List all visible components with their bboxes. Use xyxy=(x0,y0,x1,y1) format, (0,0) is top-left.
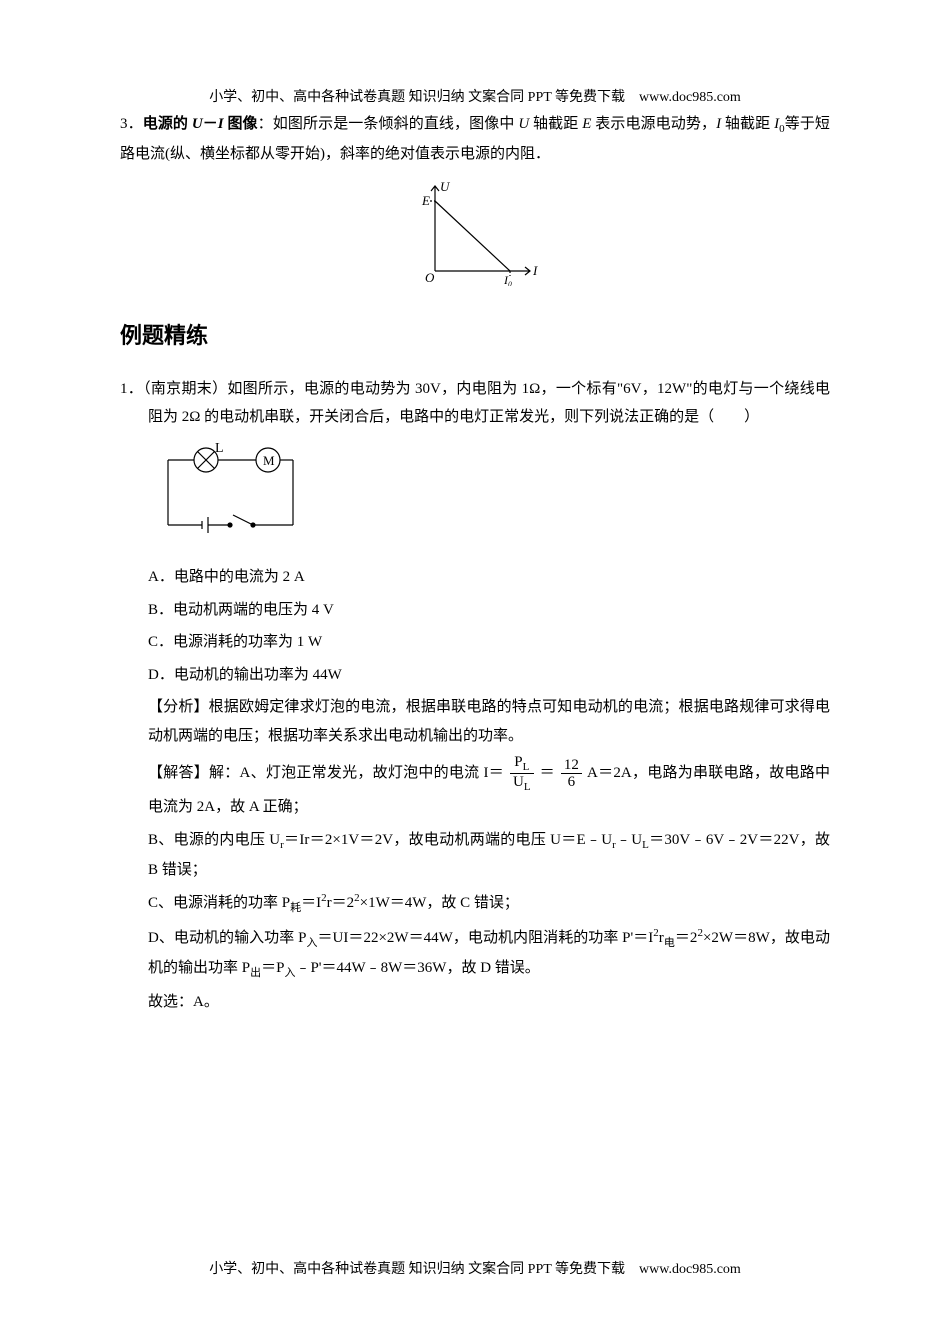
label-o: O xyxy=(425,270,435,285)
fraction-1: PL UL xyxy=(510,754,534,793)
answer-d: D、电动机的输入功率 P入＝UI＝22×2W＝44W，电动机内阻消耗的功率 P'… xyxy=(120,923,830,984)
label-m: M xyxy=(263,453,275,468)
option-a: A．电路中的电流为 2 A xyxy=(120,563,830,592)
analysis: 【分析】根据欧姆定律求灯泡的电流，根据串联电路的特点可知电动机的电流；根据电路规… xyxy=(120,693,830,750)
section-title: 例题精练 xyxy=(120,315,830,357)
option-c: C．电源消耗的功率为 1 W xyxy=(120,628,830,657)
para-3: 3．电源的 U－I 图像：如图所示是一条倾斜的直线，图像中 U 轴截距 E 表示… xyxy=(120,110,830,168)
final-answer: 故选：A。 xyxy=(120,988,830,1017)
axis-i-label: I xyxy=(532,263,538,278)
question-1: 1．（南京期末）如图所示，电源的电动势为 30V，内电阻为 1Ω，一个标有"6V… xyxy=(120,375,830,432)
p3-bold: 电源的 U－I 图像 xyxy=(143,116,258,132)
option-d: D．电动机的输出功率为 44W xyxy=(120,661,830,690)
p3-label: 3． xyxy=(120,116,143,132)
label-i0: I₀ xyxy=(503,273,512,286)
page-header: 小学、初中、高中各种试卷真题 知识归纳 文案合同 PPT 等免费下载 www.d… xyxy=(0,85,950,112)
label-e: E xyxy=(421,193,430,208)
answer-a: 【解答】解：A、灯泡正常发光，故灯泡中的电流 I＝ PL UL ＝ 12 6 A… xyxy=(120,754,830,822)
fraction-2: 12 6 xyxy=(561,757,582,791)
circuit-figure: L M xyxy=(148,440,830,556)
page-footer: 小学、初中、高中各种试卷真题 知识归纳 文案合同 PPT 等免费下载 www.d… xyxy=(0,1257,950,1284)
axis-u-label: U xyxy=(440,179,451,194)
answer-b: B、电源的内电压 Ur＝Ir＝2×1V＝2V，故电动机两端的电压 U＝E﹣Ur﹣… xyxy=(120,826,830,884)
ui-graph-figure: U I E I₀ O xyxy=(120,176,830,297)
ui-graph-svg: U I E I₀ O xyxy=(400,176,550,286)
label-l: L xyxy=(215,441,224,456)
answer-c: C、电源消耗的功率 P耗＝I2r＝22×1W＝4W，故 C 错误； xyxy=(120,888,830,919)
option-b: B．电动机两端的电压为 4 V xyxy=(120,596,830,625)
circuit-svg: L M xyxy=(148,440,318,545)
